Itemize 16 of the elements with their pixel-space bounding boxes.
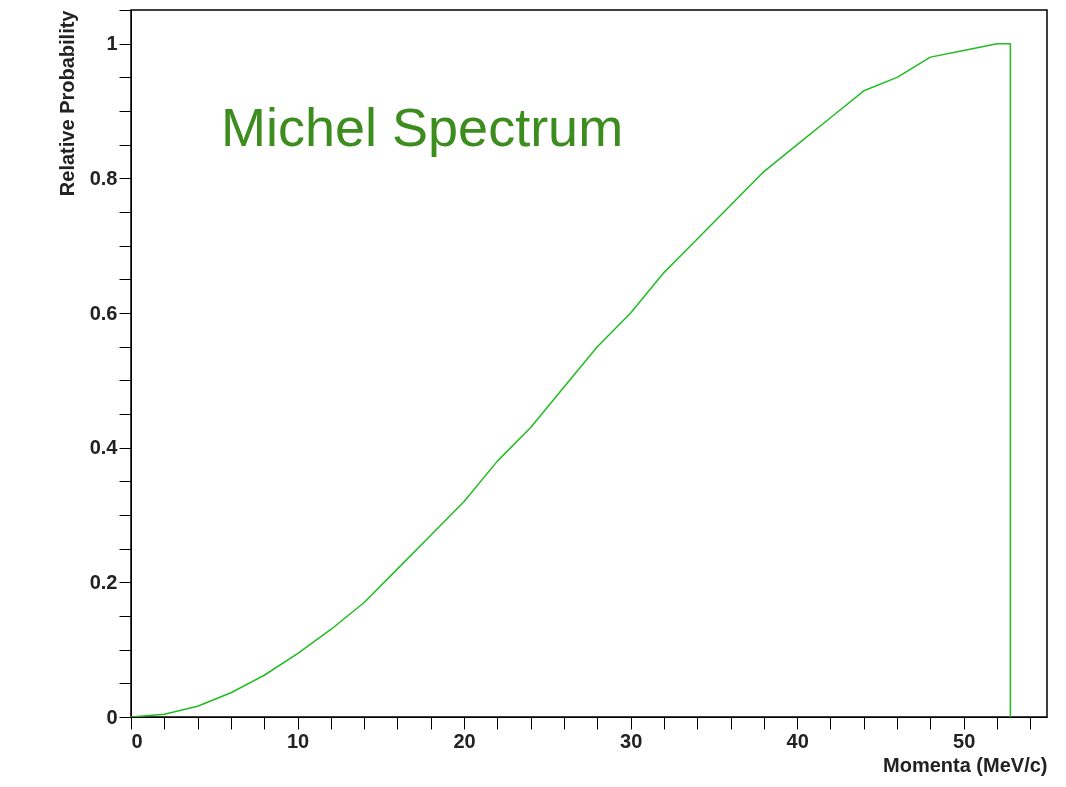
x-tick-label: 40 [786, 729, 809, 752]
y-tick-label: 0.4 [89, 436, 119, 459]
line-series [131, 42, 1012, 717]
x-tick-label: 10 [286, 729, 310, 752]
annotation: Michel Spectrum [221, 97, 624, 157]
y-tick-label: 0.2 [89, 570, 118, 593]
x-axis-title: Momenta (MeV/c) [883, 753, 1048, 776]
y-tick-label: 0 [106, 705, 118, 728]
x-tick-label: 20 [453, 729, 476, 752]
y-tick-label: 0.6 [89, 301, 118, 324]
y-tick-label: 0.8 [89, 166, 118, 189]
x-tick-label: 0 [131, 729, 143, 752]
y-axis-title: Relative Probability [55, 9, 78, 197]
x-tick-label: 50 [953, 729, 976, 752]
x-tick-label: 30 [620, 729, 643, 752]
y-tick-label: 1 [106, 32, 118, 55]
